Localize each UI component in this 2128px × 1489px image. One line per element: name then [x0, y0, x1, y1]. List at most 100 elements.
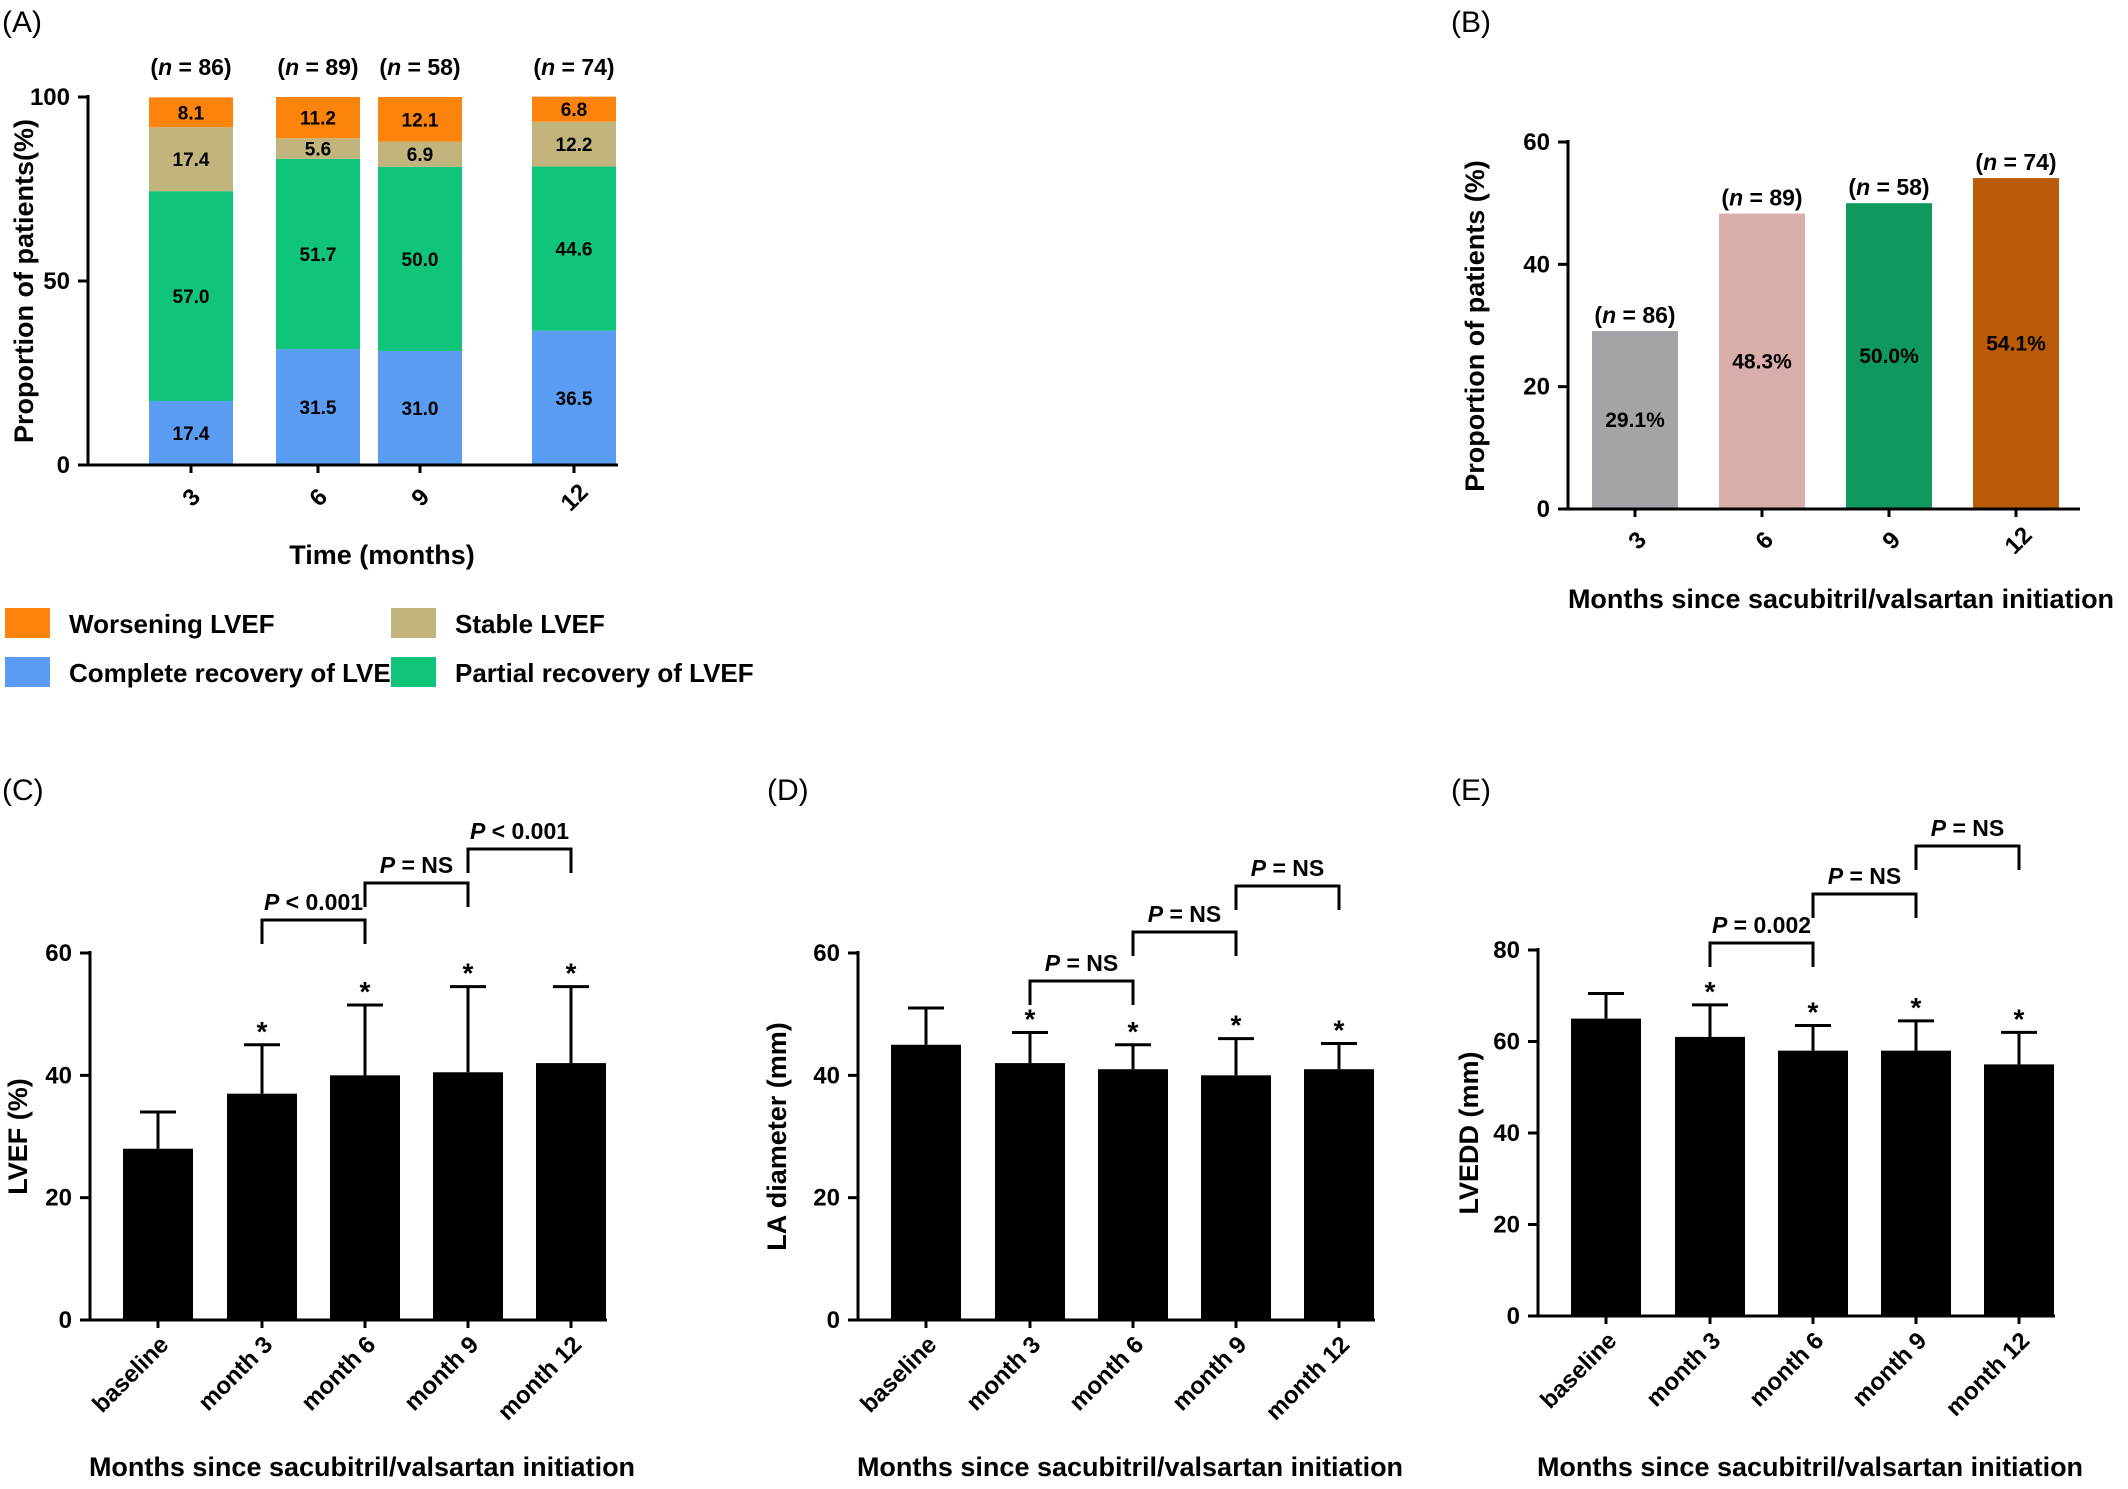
bar-value-label: 50.0%: [1859, 345, 1919, 368]
y-tick-label: 40: [45, 1062, 72, 1089]
panel-letter-a: (A): [2, 6, 42, 39]
y-tick-label: 0: [59, 1307, 72, 1334]
p-value-label: P < 0.001: [264, 889, 363, 915]
bar: [1201, 1075, 1271, 1320]
panel-letter-e: (E): [1451, 774, 1491, 807]
x-tick-label: month 3: [961, 1331, 1046, 1416]
segment-value-label: 12.2: [556, 135, 593, 156]
x-tick-label: baseline: [855, 1331, 942, 1418]
y-tick-label: 0: [1507, 1303, 1520, 1330]
y-tick-label: 20: [1523, 374, 1550, 401]
segment-value-label: 12.1: [402, 110, 439, 131]
p-value-label: P = NS: [1251, 855, 1325, 881]
bar: [1778, 1050, 1848, 1316]
significance-star: *: [1705, 976, 1716, 1007]
x-tick-label: 9: [406, 483, 435, 512]
x-axis-title: Months since sacubitril/valsartan initia…: [89, 1452, 635, 1482]
stacked-bar-segment: [532, 166, 616, 331]
segment-value-label: 44.6: [556, 240, 593, 261]
y-tick-label: 60: [45, 940, 72, 967]
x-tick-label: month 6: [296, 1331, 381, 1416]
x-tick-label: 6: [304, 483, 333, 512]
bar-value-label: 54.1%: [1986, 333, 2046, 356]
y-tick-label: 40: [813, 1062, 840, 1089]
x-axis-title: Time (months): [289, 540, 475, 570]
legend-swatch: [391, 608, 436, 638]
x-axis-title: Months since sacubitril/valsartan initia…: [857, 1452, 1403, 1482]
bar: [433, 1072, 503, 1320]
segment-value-label: 31.5: [300, 398, 337, 419]
segment-value-label: 50.0: [402, 250, 439, 271]
y-tick-label: 20: [813, 1185, 840, 1212]
bar: [1304, 1069, 1374, 1320]
stacked-bar-segment: [378, 141, 462, 167]
significance-star: *: [566, 958, 577, 989]
stacked-bar-segment: [532, 330, 616, 465]
bar: [123, 1148, 193, 1320]
legend-label: Stable LVEF: [455, 609, 605, 639]
y-tick-label: 0: [827, 1307, 840, 1334]
p-value-label: P = NS: [1045, 950, 1119, 976]
y-axis-title: Proportion of patients(%): [9, 119, 39, 443]
x-tick-label: month 9: [1847, 1327, 1932, 1412]
n-label: (n = 58): [379, 54, 460, 80]
stacked-bar-segment: [378, 350, 462, 465]
segment-value-label: 51.7: [300, 245, 337, 266]
legend-swatch: [391, 657, 436, 687]
y-axis-title: LA diameter (mm): [762, 1022, 792, 1251]
panel-letter-d: (D): [767, 774, 809, 807]
x-axis-title: Months since sacubitril/valsartan initia…: [1568, 584, 2114, 614]
n-label: (n = 89): [1721, 185, 1802, 211]
x-axis-title: Months since sacubitril/valsartan initia…: [1537, 1452, 2083, 1482]
legend-label: Worsening LVEF: [69, 609, 275, 639]
significance-star: *: [1128, 1016, 1139, 1047]
x-tick-label: month 12: [1261, 1331, 1356, 1426]
y-tick-label: 50: [43, 268, 70, 295]
y-tick-label: 40: [1493, 1120, 1520, 1147]
x-tick-label: 6: [1750, 526, 1779, 555]
segment-value-label: 31.0: [402, 399, 439, 420]
x-tick-label: month 6: [1744, 1327, 1829, 1412]
stacked-bar-segment: [276, 97, 360, 139]
segment-value-label: 5.6: [305, 140, 331, 161]
y-tick-label: 0: [57, 452, 70, 479]
stacked-bar-segment: [149, 191, 233, 401]
n-label: (n = 86): [150, 54, 231, 80]
y-tick-label: 60: [1493, 1029, 1520, 1056]
y-tick-label: 60: [813, 940, 840, 967]
bar: [1846, 203, 1932, 509]
x-tick-label: baseline: [1535, 1327, 1622, 1414]
bar: [1984, 1064, 2054, 1316]
significance-star: *: [1025, 1004, 1036, 1035]
bar: [1881, 1050, 1951, 1316]
segment-value-label: 11.2: [300, 109, 336, 130]
x-tick-label: month 12: [493, 1331, 588, 1426]
significance-star: *: [1911, 992, 1922, 1023]
stacked-bar-segment: [276, 349, 360, 465]
legend-swatch: [5, 608, 50, 638]
significance-star: *: [1808, 996, 1819, 1027]
stacked-bar-segment: [276, 138, 360, 159]
significance-star: *: [1334, 1015, 1345, 1046]
bar-value-label: 48.3%: [1732, 350, 1792, 373]
significance-star: *: [463, 958, 474, 989]
significance-star: *: [1231, 1010, 1242, 1041]
legend-swatch: [5, 657, 50, 687]
bar: [995, 1063, 1065, 1320]
p-value-label: P = NS: [1931, 815, 2005, 841]
bar: [891, 1044, 961, 1320]
x-tick-label: baseline: [87, 1331, 174, 1418]
x-tick-label: month 9: [399, 1331, 484, 1416]
x-tick-label: 9: [1877, 526, 1906, 555]
y-tick-label: 0: [1537, 496, 1550, 523]
bar: [1719, 213, 1805, 509]
p-value-label: P < 0.001: [470, 818, 569, 844]
y-axis-title: LVEF (%): [3, 1078, 33, 1195]
y-tick-label: 100: [30, 84, 70, 111]
x-tick-label: 12: [2000, 522, 2038, 560]
legend-label: Complete recovery of LVEF: [69, 658, 407, 688]
bar: [1098, 1069, 1168, 1320]
stacked-bar-segment: [149, 400, 233, 465]
n-label: (n = 86): [1594, 302, 1675, 328]
